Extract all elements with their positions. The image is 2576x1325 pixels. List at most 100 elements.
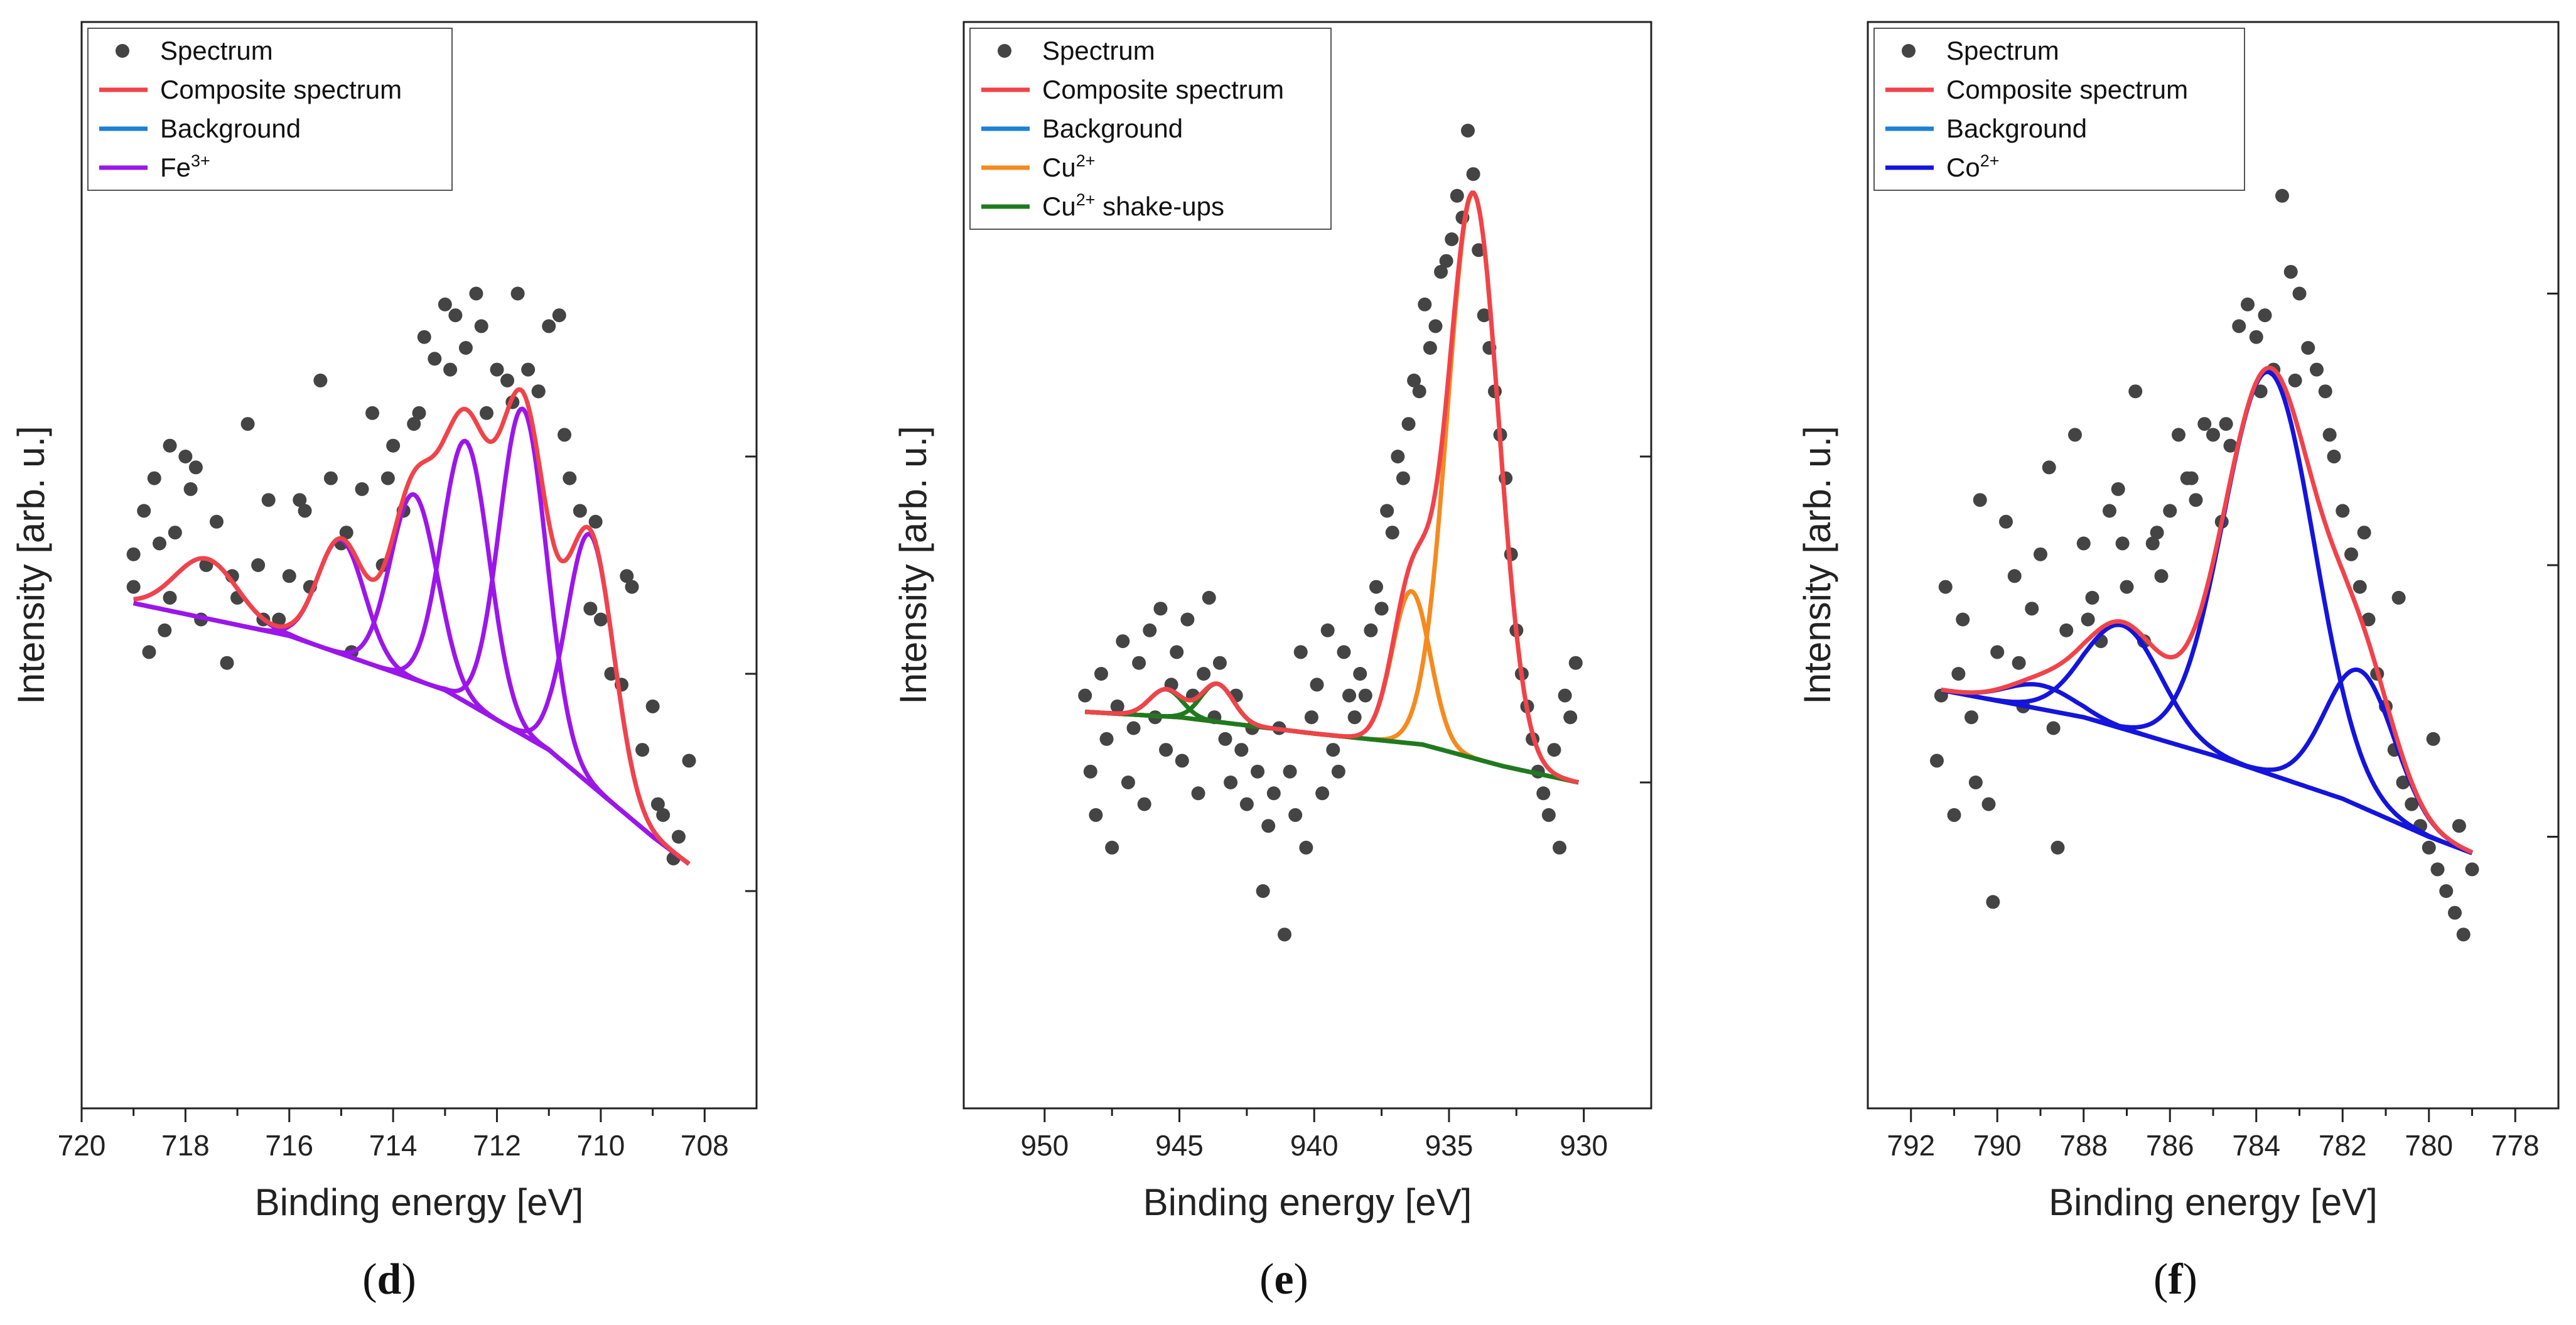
- component-line: [1941, 667, 2473, 855]
- spectrum-point: [2068, 428, 2082, 442]
- spectrum-point: [2163, 504, 2177, 518]
- x-tick-label: 790: [1973, 1129, 2022, 1162]
- x-tick-label: 716: [265, 1129, 313, 1162]
- spectrum-point: [1986, 895, 2000, 909]
- legend-label: Fe3+: [160, 151, 210, 182]
- spectrum-point: [2292, 286, 2307, 301]
- spectrum-point: [1391, 450, 1405, 463]
- spectrum-point: [1407, 373, 1421, 387]
- composite-line: [1084, 190, 1579, 785]
- spectrum-point: [552, 308, 566, 323]
- spectrum-point: [339, 526, 353, 540]
- spectrum-point: [2336, 504, 2350, 518]
- spectrum-point: [1224, 776, 1238, 789]
- spectrum-point: [1445, 232, 1459, 246]
- spectrum-point: [2051, 840, 2065, 855]
- spectrum-point: [474, 319, 488, 333]
- spectrum-point: [1553, 840, 1566, 855]
- spectrum-point: [2452, 819, 2466, 833]
- spectrum-point: [1964, 710, 1978, 725]
- spectrum-point: [2310, 362, 2324, 377]
- spectrum-point: [1541, 808, 1556, 822]
- spectrum-point: [1175, 754, 1189, 768]
- spectrum-point: [2085, 590, 2099, 605]
- x-tick-label: 950: [1020, 1129, 1069, 1162]
- background-line: [133, 601, 691, 866]
- spectrum-point: [2145, 536, 2160, 551]
- legend-label: Cu2+ shake-ups: [1042, 190, 1224, 221]
- spectrum-point: [1320, 623, 1335, 637]
- spectrum-point: [593, 612, 608, 627]
- legend-label: Background: [1946, 114, 2087, 143]
- spectrum-point: [1159, 743, 1173, 757]
- spectrum-point: [1342, 688, 1357, 703]
- spectrum-point: [1563, 710, 1578, 725]
- spectrum-point: [635, 743, 650, 757]
- spectrum-point: [1947, 808, 1961, 822]
- spectrum-point: [2275, 188, 2289, 203]
- spectrum-point: [2172, 428, 2185, 442]
- spectrum-point: [1256, 884, 1270, 898]
- spectrum-point: [323, 471, 338, 485]
- spectrum-point: [1558, 688, 1572, 703]
- legend-label: Background: [160, 114, 301, 143]
- spectrum-point: [355, 482, 369, 496]
- x-tick-label: 792: [1887, 1129, 1935, 1162]
- x-tick-label: 782: [2319, 1129, 2367, 1162]
- plot-frame: [80, 21, 758, 1110]
- legend-label: Composite spectrum: [160, 75, 402, 104]
- spectrum-point: [645, 699, 660, 713]
- spectrum-point: [1132, 656, 1146, 670]
- spectrum-point: [1105, 840, 1119, 855]
- spectrum-point: [188, 460, 203, 475]
- spectrum-point: [147, 471, 161, 485]
- spectrum-point: [1428, 319, 1443, 333]
- spectrum-point: [2197, 417, 2212, 431]
- spectrum-point: [558, 428, 572, 442]
- spectrum-point: [510, 286, 525, 301]
- legend-label: Co2+: [1946, 151, 2000, 182]
- spectrum-point: [1358, 688, 1372, 703]
- spectrum-point: [2150, 526, 2164, 540]
- spectrum-point: [443, 362, 458, 377]
- spectrum-point: [163, 438, 177, 453]
- spectrum-point: [251, 558, 266, 572]
- spectrum-point: [573, 504, 587, 518]
- spectrum-point: [1099, 732, 1114, 746]
- y-axis-title: Intensity [arb. u.]: [1796, 426, 1838, 705]
- spectrum-point: [126, 580, 141, 594]
- spectrum-point: [2120, 580, 2134, 594]
- legend-label: Spectrum: [1042, 36, 1155, 65]
- spectrum-point: [521, 362, 536, 377]
- spectrum-point: [1990, 645, 2005, 659]
- background-line: [1941, 688, 2473, 855]
- spectrum-point: [1981, 797, 1996, 811]
- spectrum-point: [153, 536, 167, 551]
- spectrum-point: [1261, 819, 1276, 833]
- spectrum-point: [2111, 482, 2125, 496]
- spectrum-point: [625, 580, 639, 594]
- spectrum-point: [1191, 786, 1205, 801]
- spectrum-point: [563, 471, 577, 485]
- spectrum-point: [2189, 493, 2203, 507]
- legend-label: Composite spectrum: [1946, 75, 2188, 104]
- spectrum-point: [1385, 526, 1399, 540]
- spectrum-point: [380, 471, 395, 485]
- legend-marker-dot: [998, 44, 1011, 58]
- spectrum-point: [1536, 786, 1551, 801]
- spectrum-point: [1547, 743, 1561, 757]
- spectrum-point: [1126, 721, 1141, 735]
- spectrum-point: [2249, 330, 2263, 344]
- spectrum-point: [448, 308, 463, 323]
- spectrum-point: [1418, 297, 1432, 311]
- spectrum-point: [2241, 297, 2255, 311]
- component-line: [132, 438, 691, 866]
- spectrum-point: [2430, 862, 2445, 877]
- spectrum-point: [1143, 623, 1157, 637]
- panel-e: 950 945 940 935 930 Binding energy [eV] Intens…: [892, 21, 1652, 1223]
- spectrum-point: [2396, 776, 2410, 789]
- spectrum-point: [1364, 623, 1378, 637]
- spectrum-point: [1968, 776, 1983, 789]
- spectrum-point: [458, 341, 473, 355]
- spectrum-point: [1197, 667, 1211, 681]
